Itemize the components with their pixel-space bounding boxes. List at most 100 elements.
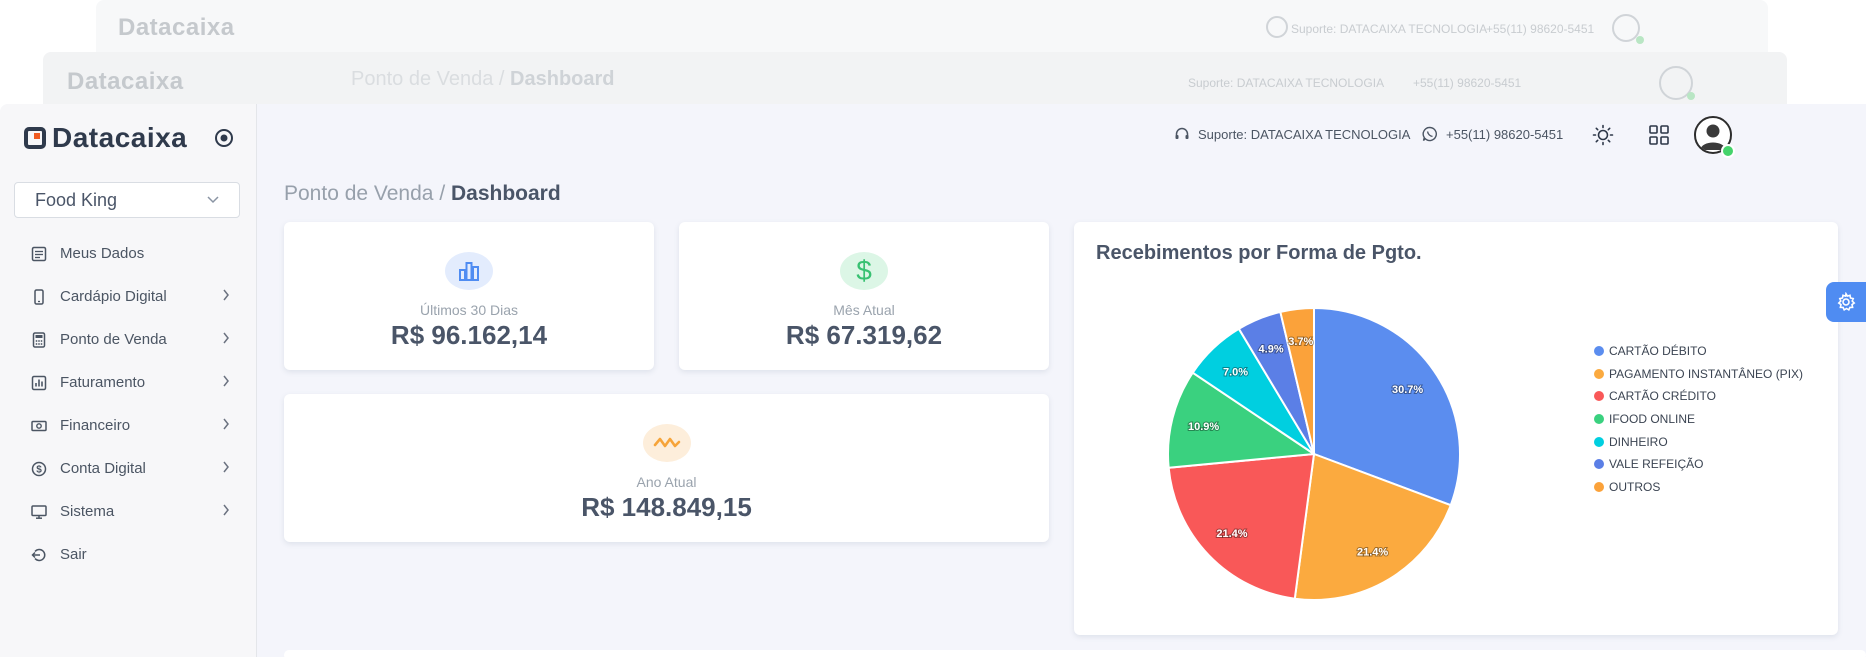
sidebar-item-faturamento[interactable]: Faturamento [0, 361, 256, 404]
pie-slice[interactable] [1313, 306, 1461, 507]
sidebar-item-label: Meus Dados [60, 245, 145, 262]
sidebar-item-cardapio-digital[interactable]: Cardápio Digital [0, 275, 256, 318]
legend-label: OUTROS [1609, 479, 1661, 494]
sidebar-toggle-button[interactable] [212, 126, 236, 150]
ghost-support-text: Suporte: DATACAIXA TECNOLOGIA [1291, 22, 1488, 36]
ghost-whatsapp-text: +55(11) 98620-5451 [1413, 76, 1522, 90]
legend-item[interactable]: CARTÃO CRÉDITO [1594, 385, 1803, 408]
stat-card-current-year: Ano Atual R$ 148.849,15 [284, 394, 1049, 542]
sun-icon[interactable] [1592, 124, 1614, 146]
chevron-right-icon [223, 375, 229, 387]
apps-grid-icon[interactable] [1648, 124, 1670, 146]
legend-label: DINHEIRO [1609, 434, 1668, 449]
store-select[interactable]: Food King [14, 182, 240, 218]
whatsapp-link[interactable]: +55(11) 98620-5451 [1422, 126, 1563, 142]
ghost-logo: Datacaixa [67, 68, 184, 95]
pie-slice-label: 21.4% [1216, 528, 1247, 540]
legend-item[interactable]: VALE REFEIÇÃO [1594, 453, 1803, 476]
logo-mark-icon [24, 127, 46, 149]
pie-slice-label: 3.7% [1288, 336, 1313, 348]
main-window: Datacaixa Food King Meus Dados [0, 104, 1866, 657]
logout-icon [30, 546, 48, 564]
pie-slice-label: 10.9% [1188, 421, 1219, 433]
ghost-avatar [1612, 14, 1640, 42]
sidebar-item-sistema[interactable]: Sistema [0, 490, 256, 533]
breadcrumb: Ponto de Venda / Dashboard [284, 182, 561, 206]
pie-slice[interactable] [1167, 371, 1317, 469]
stat-value: R$ 148.849,15 [581, 492, 752, 522]
stat-label: Mês Atual [833, 302, 895, 318]
breadcrumb-parent[interactable]: Ponto de Venda [284, 182, 434, 205]
phone-icon [30, 288, 48, 306]
profile-icon [30, 245, 48, 263]
chevron-right-icon [223, 332, 229, 344]
legend-label: IFOOD ONLINE [1609, 412, 1696, 427]
chevron-right-icon [223, 461, 229, 473]
stat-card-last-30-days: Últimos 30 Dias R$ 96.162,14 [284, 222, 654, 370]
sidebar-item-meus-dados[interactable]: Meus Dados [0, 232, 256, 275]
top-bar: Suporte: DATACAIXA TECNOLOGIA +55(11) 98… [256, 104, 1866, 162]
sidebar-item-conta-digital[interactable]: $ Conta Digital [0, 447, 256, 490]
sidebar-item-label: Sair [60, 546, 87, 563]
legend-color-dot [1594, 346, 1604, 357]
stat-value: R$ 96.162,14 [390, 320, 548, 350]
sidebar-item-label: Cardápio Digital [60, 288, 167, 305]
settings-button[interactable] [1826, 282, 1866, 322]
bottom-card [284, 650, 1866, 657]
background-window-2: Datacaixa Ponto de Venda / Dashboard Sup… [43, 52, 1787, 112]
legend-label: PAGAMENTO INSTANTÂNEO (PIX) [1609, 366, 1804, 381]
sidebar-item-sair[interactable]: Sair [0, 533, 256, 576]
chevron-right-icon [223, 289, 229, 301]
gear-icon [1837, 292, 1856, 312]
legend-label: CARTÃO DÉBITO [1609, 344, 1707, 359]
ghost-whatsapp-text: +55(11) 98620-5451 [1486, 22, 1595, 36]
stat-value: R$ 67.319,62 [785, 320, 943, 350]
legend-item[interactable]: DINHEIRO [1594, 430, 1803, 453]
dollar-icon: $ [840, 252, 888, 290]
page-title: Dashboard [451, 182, 561, 205]
legend-color-dot [1594, 436, 1604, 447]
money-icon [30, 417, 48, 435]
logo[interactable]: Datacaixa [24, 122, 187, 154]
legend-item[interactable]: PAGAMENTO INSTANTÂNEO (PIX) [1594, 363, 1803, 386]
svg-text:$: $ [36, 464, 42, 475]
stat-label: Últimos 30 Dias [419, 302, 519, 318]
sidebar-item-ponto-de-venda[interactable]: Ponto de Venda [0, 318, 256, 361]
pie-slice[interactable] [1279, 306, 1315, 455]
sidebar-item-label: Ponto de Venda [60, 331, 167, 348]
pie-chart: 30.7% 21.4% 21.4% 10.9% 7.0% 4.9% 3.7% [1167, 306, 1461, 601]
ghost-support-text: Suporte: DATACAIXA TECNOLOGIA [1188, 76, 1385, 90]
sidebar-item-label: Financeiro [60, 417, 131, 434]
support-link[interactable]: Suporte: DATACAIXA TECNOLOGIA [1174, 126, 1410, 142]
logo-text: Datacaixa [52, 122, 188, 153]
support-text: Suporte: DATACAIXA TECNOLOGIA [1198, 126, 1411, 142]
sidebar-item-financeiro[interactable]: Financeiro [0, 404, 256, 447]
monitor-icon [30, 503, 48, 521]
whatsapp-icon [1422, 126, 1437, 142]
legend-item[interactable]: IFOOD ONLINE [1594, 408, 1803, 431]
pie-slice[interactable] [1293, 452, 1453, 601]
chevron-down-icon [207, 196, 219, 204]
calculator-icon [30, 331, 48, 349]
ghost-breadcrumb: Ponto de Venda / Dashboard [351, 68, 615, 90]
sidebar: Datacaixa Food King Meus Dados [0, 104, 257, 657]
ghost-avatar [1659, 66, 1693, 100]
pie-slice-label: 30.7% [1392, 384, 1423, 396]
bar-chart-icon [445, 252, 493, 290]
legend-item[interactable]: OUTROS [1594, 476, 1803, 499]
stat-label: Ano Atual [636, 474, 697, 490]
legend-label: CARTÃO CRÉDITO [1609, 389, 1716, 404]
pie-slice[interactable] [1167, 452, 1316, 600]
legend-color-dot [1594, 459, 1604, 470]
dollar-circle-icon: $ [30, 460, 48, 478]
legend-item[interactable]: CARTÃO DÉBITO [1594, 340, 1803, 363]
ghost-avatar-status [1636, 36, 1644, 44]
bar-chart-icon [30, 374, 48, 392]
chart-card-payment-methods: Recebimentos por Forma de Pgto. 30.7% 21.… [1074, 222, 1838, 635]
user-icon [1700, 124, 1726, 150]
legend-label: VALE REFEIÇÃO [1609, 457, 1704, 472]
pie-slice-label: 4.9% [1259, 344, 1284, 356]
background-window-1: Datacaixa Suporte: DATACAIXA TECNOLOGIA … [96, 0, 1768, 60]
ghost-logo: Datacaixa [118, 14, 235, 41]
legend-color-dot [1594, 481, 1604, 492]
